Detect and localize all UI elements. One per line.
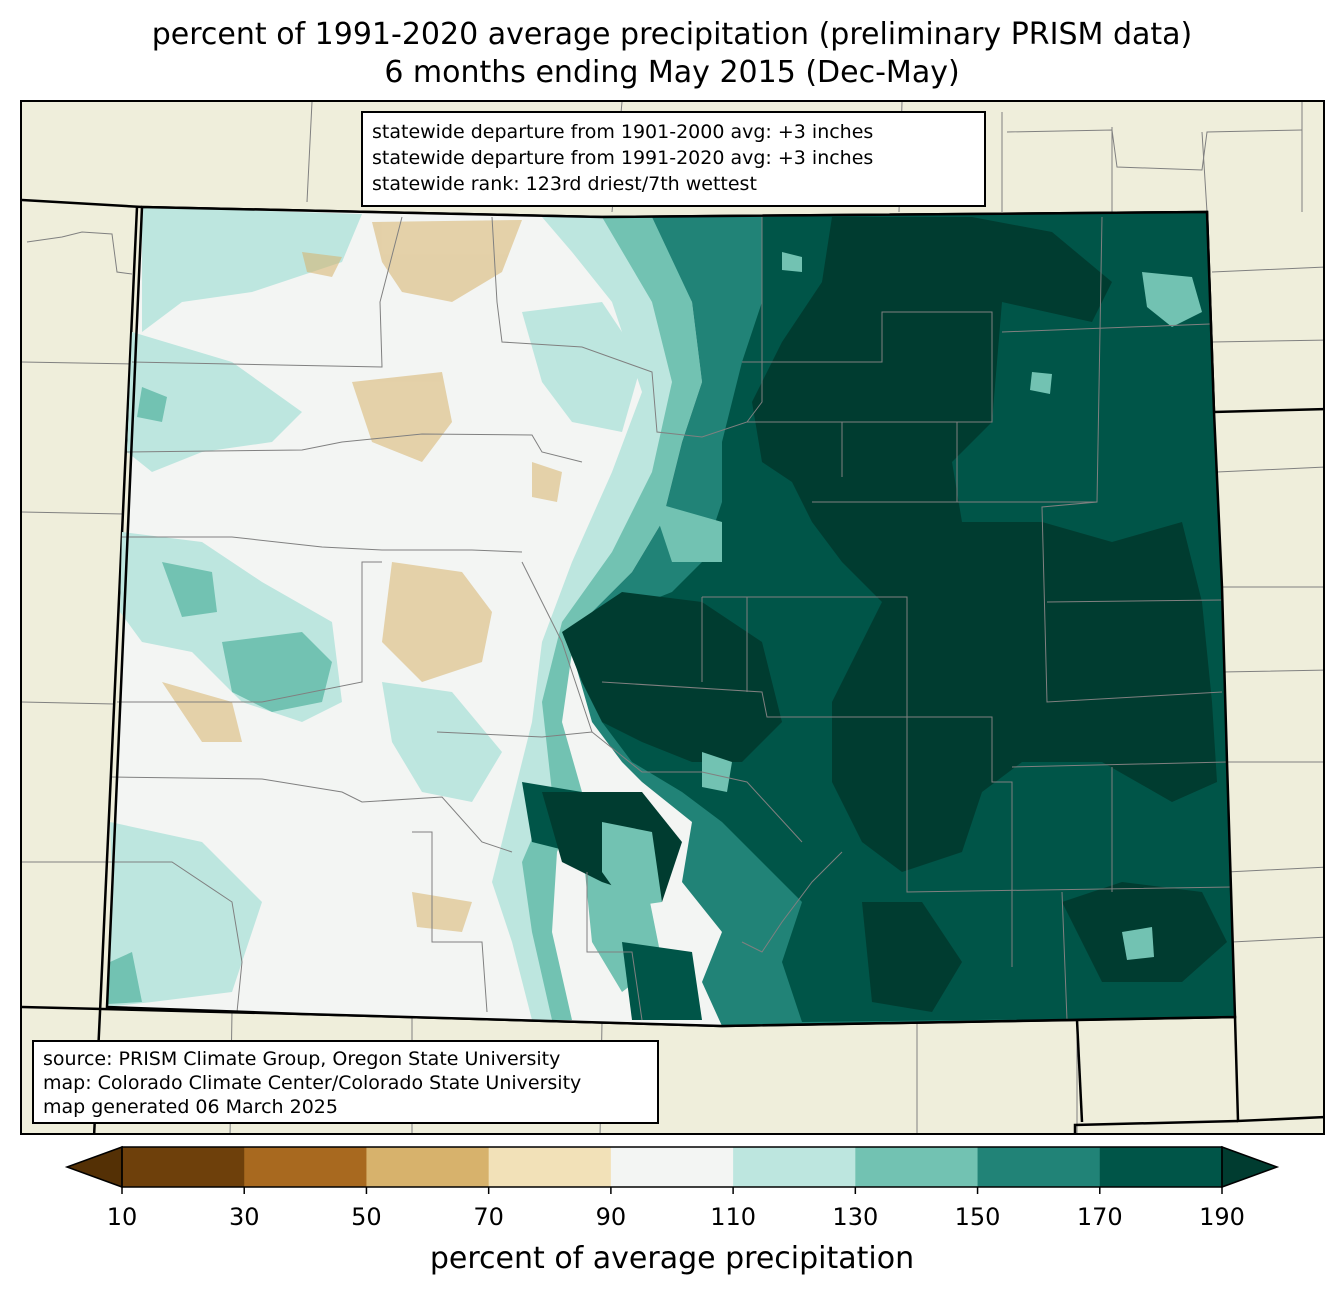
colorbar-tick-label: 110 bbox=[710, 1203, 757, 1231]
colorbar bbox=[64, 1145, 1280, 1194]
colorbar-swatch bbox=[855, 1147, 979, 1187]
statewide-stats-box: statewide departure from 1901-2000 avg: … bbox=[361, 111, 986, 207]
colorbar-swatches bbox=[122, 1147, 1223, 1187]
colorbar-swatch bbox=[610, 1147, 734, 1187]
colorbar-frame bbox=[121, 1146, 1223, 1188]
stat-line-1901-2000: statewide departure from 1901-2000 avg: … bbox=[372, 121, 874, 143]
map-canvas bbox=[22, 102, 1323, 1133]
colorbar-extend-high bbox=[1221, 1145, 1280, 1189]
stat-line-rank: statewide rank: 123rd driest/7th wettest bbox=[372, 173, 757, 195]
colorbar-tick-label: 170 bbox=[1076, 1203, 1123, 1231]
colorbar-swatch bbox=[488, 1147, 612, 1187]
colorbar-tick-label: 30 bbox=[228, 1203, 260, 1231]
county-lines bbox=[110, 216, 1233, 1021]
map-subtitle: 6 months ending May 2015 (Dec-May) bbox=[384, 55, 960, 90]
credit-source: source: PRISM Climate Group, Oregon Stat… bbox=[43, 1048, 561, 1070]
colorbar-swatch bbox=[122, 1147, 245, 1187]
colorbar-tick-label: 130 bbox=[832, 1203, 879, 1231]
stat-line-1991-2020: statewide departure from 1991-2020 avg: … bbox=[372, 147, 874, 169]
precipitation-map bbox=[20, 100, 1325, 1135]
credit-map: map: Colorado Climate Center/Colorado St… bbox=[43, 1072, 582, 1094]
colorbar-swatch bbox=[733, 1147, 856, 1187]
colorbar-tick-label: 70 bbox=[473, 1203, 504, 1231]
colorbar-swatch bbox=[366, 1147, 490, 1187]
colorbar-tick-label: 10 bbox=[106, 1203, 138, 1231]
colorbar-swatch bbox=[977, 1147, 1101, 1187]
precip-150-percent-spots bbox=[602, 252, 1202, 960]
credits-box: source: PRISM Climate Group, Oregon Stat… bbox=[32, 1040, 659, 1124]
colorbar-tick-label: 90 bbox=[595, 1203, 627, 1231]
credit-generated: map generated 06 March 2025 bbox=[43, 1096, 338, 1118]
colorbar-label: percent of average precipitation bbox=[429, 1241, 915, 1276]
colorbar-extend-low bbox=[64, 1145, 123, 1189]
precip-70-percent-zones bbox=[162, 220, 562, 932]
map-title: percent of 1991-2020 average precipitati… bbox=[151, 17, 1193, 52]
colorbar-tick-label: 190 bbox=[1199, 1203, 1245, 1231]
colorbar-tick-label: 150 bbox=[954, 1203, 1001, 1231]
colorbar-tick-label: 50 bbox=[351, 1203, 382, 1231]
colorbar-ticks bbox=[121, 1187, 1223, 1194]
colorbar-swatch bbox=[244, 1147, 367, 1187]
colorbar-swatch bbox=[1099, 1147, 1223, 1187]
colorado-border bbox=[105, 205, 1237, 1028]
